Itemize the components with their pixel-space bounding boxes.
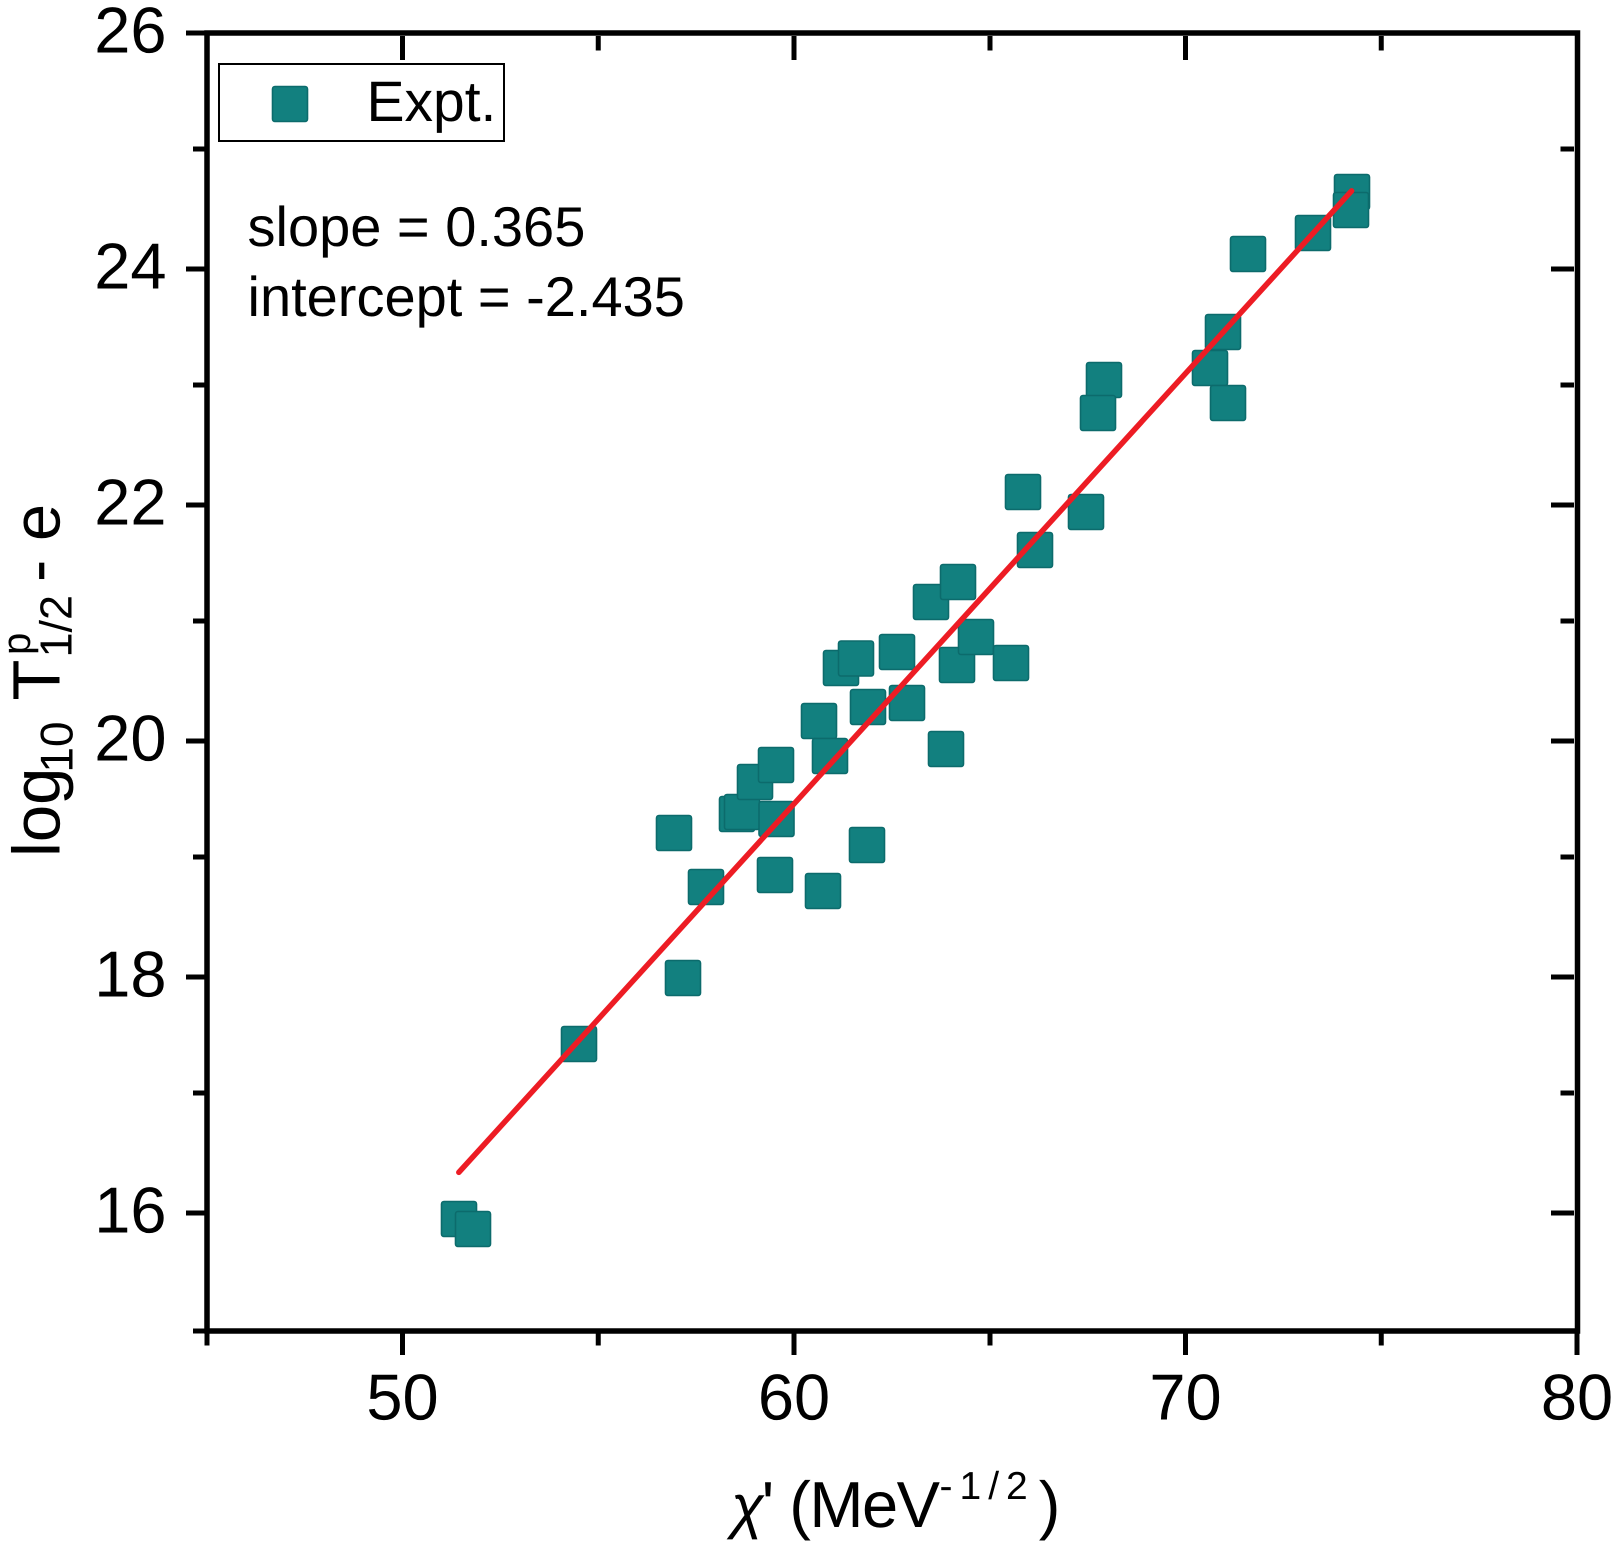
svg-text:50: 50: [366, 1361, 438, 1434]
svg-text:slope = 0.365: slope = 0.365: [248, 195, 586, 258]
svg-text:22: 22: [94, 466, 166, 539]
svg-text:χ' (MeV-1/2): χ' (MeV-1/2): [726, 1465, 1060, 1541]
svg-text:p: p: [0, 633, 39, 655]
svg-text:60: 60: [758, 1361, 830, 1434]
svg-text:intercept = -2.435: intercept = -2.435: [248, 265, 685, 328]
svg-text:16: 16: [94, 1174, 166, 1247]
svg-text:80: 80: [1541, 1361, 1613, 1434]
svg-text:Expt.: Expt.: [367, 70, 497, 134]
svg-text:18: 18: [94, 938, 166, 1011]
svg-text:20: 20: [94, 702, 166, 775]
svg-text:log10 T: log10 T: [0, 660, 83, 857]
svg-text:1/2: 1/2: [31, 595, 82, 658]
svg-text:- e: - e: [0, 504, 75, 582]
svg-text:70: 70: [1149, 1361, 1221, 1434]
svg-text:24: 24: [94, 230, 166, 303]
svg-text:26: 26: [94, 0, 166, 67]
